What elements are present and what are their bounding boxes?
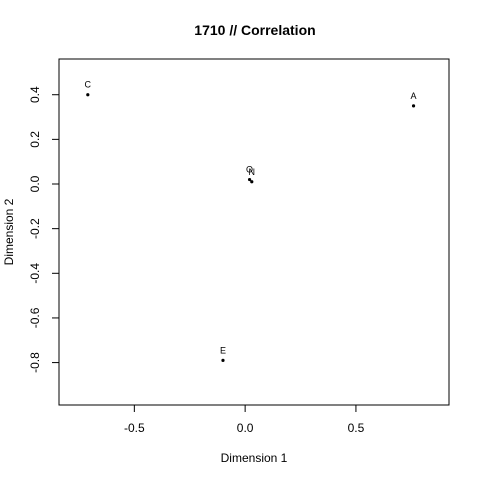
- y-tick-label: 0.4: [28, 86, 42, 103]
- plot-frame: [58, 58, 450, 406]
- x-tick-label: -0.5: [124, 421, 145, 435]
- point-label: E: [220, 345, 226, 355]
- data-point: [221, 358, 225, 362]
- point-label: A: [411, 91, 417, 101]
- x-tick-label: 0.5: [348, 421, 365, 435]
- data-point: [250, 180, 254, 184]
- y-axis: 0.4 0.2 0.0 -0.2 -0.4 -0.6 -0.8: [28, 86, 60, 373]
- y-axis-label: Dimension 2: [2, 198, 16, 265]
- x-axis-label: Dimension 1: [221, 451, 288, 465]
- point-label: N: [249, 167, 256, 177]
- y-tick-label: 0.2: [28, 131, 42, 148]
- point-label: C: [85, 80, 92, 90]
- data-point: [247, 177, 252, 182]
- data-point: [411, 104, 416, 108]
- data-points: C A ON E: [85, 80, 417, 362]
- x-axis: -0.5 0.0 0.5: [124, 404, 365, 435]
- y-tick-label: -0.6: [28, 307, 42, 328]
- y-tick-label: 0.0: [28, 175, 42, 192]
- chart-title: 1710 // Correlation: [194, 22, 315, 38]
- x-tick-label: 0.0: [237, 421, 254, 435]
- point-label: O: [246, 165, 253, 175]
- data-point: [86, 93, 90, 97]
- y-tick-label: -0.4: [28, 263, 42, 284]
- y-tick-label: -0.2: [28, 218, 42, 239]
- y-tick-label: -0.8: [28, 352, 42, 373]
